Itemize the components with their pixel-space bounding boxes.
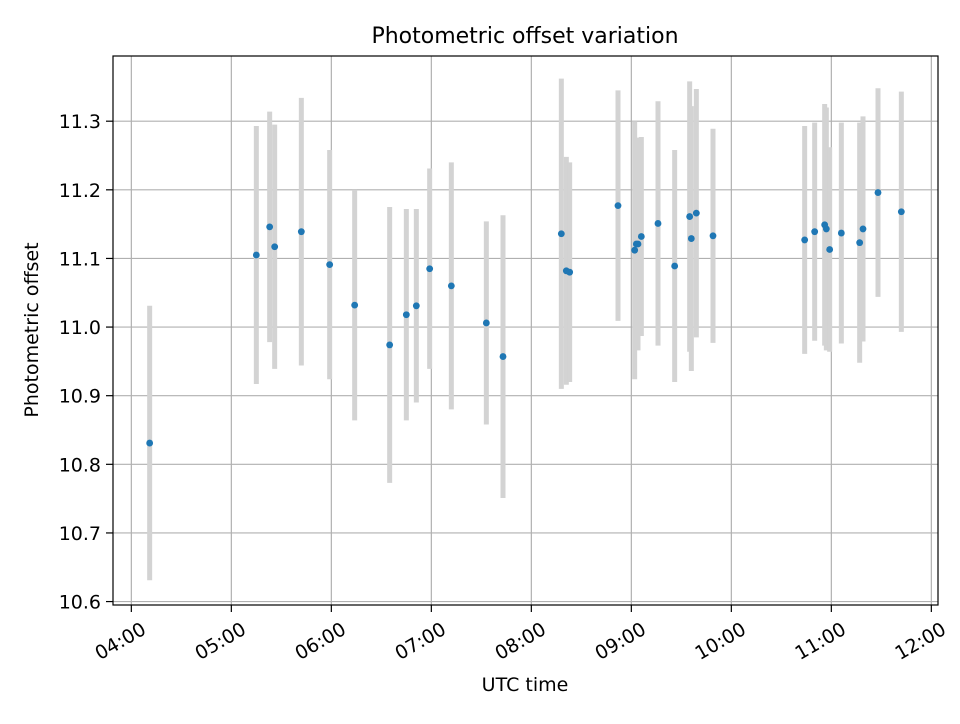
data-point: [634, 240, 642, 248]
y-tick-label: 10.7: [59, 523, 101, 545]
data-point: [447, 282, 455, 290]
data-point: [426, 265, 434, 273]
data-point: [837, 229, 845, 237]
y-tick-label: 11.1: [59, 248, 101, 270]
data-point: [859, 225, 867, 233]
data-point: [687, 235, 695, 242]
y-tick-label: 10.8: [59, 454, 101, 476]
data-point: [297, 228, 305, 236]
data-point: [482, 319, 490, 327]
data-point: [557, 230, 565, 238]
data-point: [637, 233, 645, 240]
y-axis-label: Photometric offset: [21, 242, 43, 417]
data-point: [386, 341, 394, 349]
data-point: [692, 209, 700, 217]
data-point: [499, 353, 507, 360]
data-point: [874, 189, 882, 196]
data-point: [146, 439, 154, 447]
data-point: [801, 236, 809, 244]
data-point: [654, 220, 662, 227]
data-point: [826, 246, 834, 253]
data-point: [402, 311, 410, 319]
data-point: [566, 268, 574, 276]
data-point: [351, 301, 359, 309]
y-axis-ticks: 10.6 10.7 10.8 10.9 11.0 11.1 11.2 11.3: [59, 111, 113, 614]
data-point: [897, 208, 905, 216]
data-point: [822, 225, 830, 233]
data-point: [811, 228, 819, 236]
data-point: [686, 213, 694, 220]
data-point: [266, 223, 274, 231]
data-points: [146, 189, 905, 447]
data-point: [671, 262, 679, 270]
data-point: [709, 232, 717, 240]
y-tick-label: 11.2: [59, 180, 101, 202]
chart-title: Photometric offset variation: [371, 24, 678, 49]
data-point: [412, 302, 420, 310]
y-tick-label: 10.6: [59, 592, 101, 614]
data-point: [614, 202, 622, 210]
data-point: [856, 239, 864, 247]
y-tick-label: 10.9: [59, 386, 101, 408]
data-point: [271, 243, 279, 251]
data-point: [252, 251, 260, 259]
data-point: [326, 261, 334, 269]
grid: [113, 56, 938, 605]
plot-frame: [112, 55, 939, 606]
data-point: [631, 246, 639, 254]
y-tick-label: 11.0: [59, 317, 101, 339]
y-tick-label: 11.3: [59, 111, 101, 133]
x-axis-label: UTC time: [482, 674, 569, 696]
